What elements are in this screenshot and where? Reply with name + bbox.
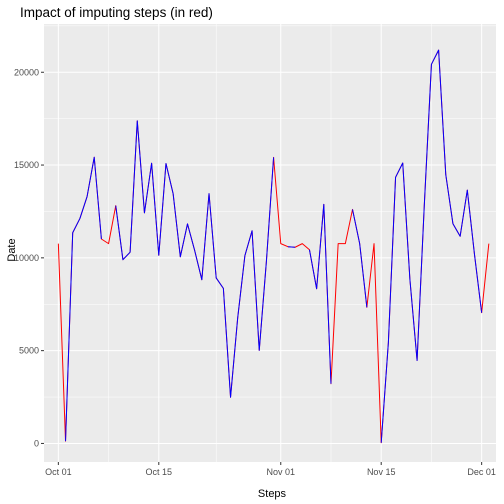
x-tick-label: Nov 01 (266, 467, 295, 477)
y-tick-label: 20000 (14, 67, 39, 77)
x-tick-label: Oct 15 (146, 467, 173, 477)
x-axis: Oct 01 Oct 15 Nov 01 Nov 15 Dec 01 (45, 462, 496, 477)
chart-title: Impact of imputing steps (in red) (20, 5, 213, 20)
y-tick-label: 0 (34, 438, 39, 448)
series-line-2 (65, 49, 483, 443)
series-lines (57, 49, 490, 444)
y-axis-label: Date (6, 238, 18, 261)
minor-gridlines (44, 24, 496, 462)
x-axis-label: Steps (258, 488, 287, 500)
x-tick-label: Oct 01 (45, 467, 72, 477)
y-tick-label: 15000 (14, 160, 39, 170)
x-tick-label: Dec 01 (467, 467, 496, 477)
y-tick-label: 5000 (19, 346, 39, 356)
y-tick-label: 10000 (14, 253, 39, 263)
x-tick-label: Nov 15 (367, 467, 396, 477)
major-gridlines (44, 24, 496, 462)
y-axis: 0 5000 10000 15000 20000 (14, 67, 44, 448)
plot-panel (44, 24, 496, 462)
